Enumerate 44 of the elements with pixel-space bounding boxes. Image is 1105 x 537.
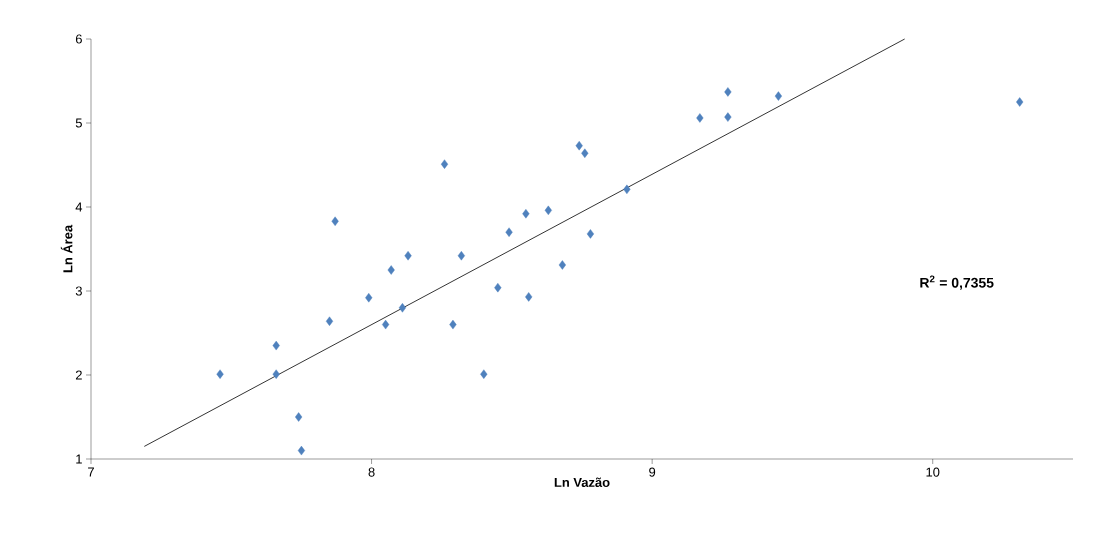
point	[1016, 97, 1024, 107]
point	[522, 209, 530, 219]
x-tick-label: 10	[926, 467, 940, 477]
y-tick-label: 1	[76, 454, 82, 464]
point	[457, 251, 465, 261]
point	[724, 87, 732, 97]
point	[216, 369, 224, 379]
point	[325, 316, 334, 326]
point	[774, 91, 782, 101]
y-tick-label: 5	[75, 118, 82, 128]
point	[480, 369, 488, 379]
point	[398, 303, 407, 313]
y-tick-label: 3	[75, 286, 82, 296]
point	[558, 260, 566, 270]
point	[272, 340, 280, 351]
point	[440, 159, 449, 169]
y-tick-label: 6	[75, 34, 82, 44]
point	[331, 216, 339, 226]
point	[382, 319, 390, 330]
y-axis-title: Ln Área	[60, 224, 73, 273]
point	[449, 319, 457, 330]
x-tick-label: 8	[368, 467, 375, 477]
annotation: R$^{2}$ = 0,7355	[920, 275, 994, 290]
point	[365, 293, 373, 303]
point	[494, 282, 502, 293]
point	[295, 412, 303, 422]
point	[623, 184, 631, 195]
point	[272, 369, 280, 379]
point	[387, 265, 395, 275]
point	[505, 227, 513, 237]
x-tick-label: 7	[88, 467, 94, 477]
point	[297, 445, 305, 456]
point	[404, 251, 412, 261]
point	[581, 148, 589, 158]
point	[724, 112, 732, 122]
y-tick-label: 4	[75, 202, 83, 212]
x-tick-label: 9	[649, 467, 656, 477]
point	[544, 205, 552, 216]
x-axis-title: Ln Vazão	[554, 477, 610, 487]
point	[586, 229, 594, 239]
y-tick-label: 2	[75, 370, 82, 380]
point	[575, 140, 583, 151]
point	[696, 113, 704, 123]
point	[525, 292, 533, 302]
